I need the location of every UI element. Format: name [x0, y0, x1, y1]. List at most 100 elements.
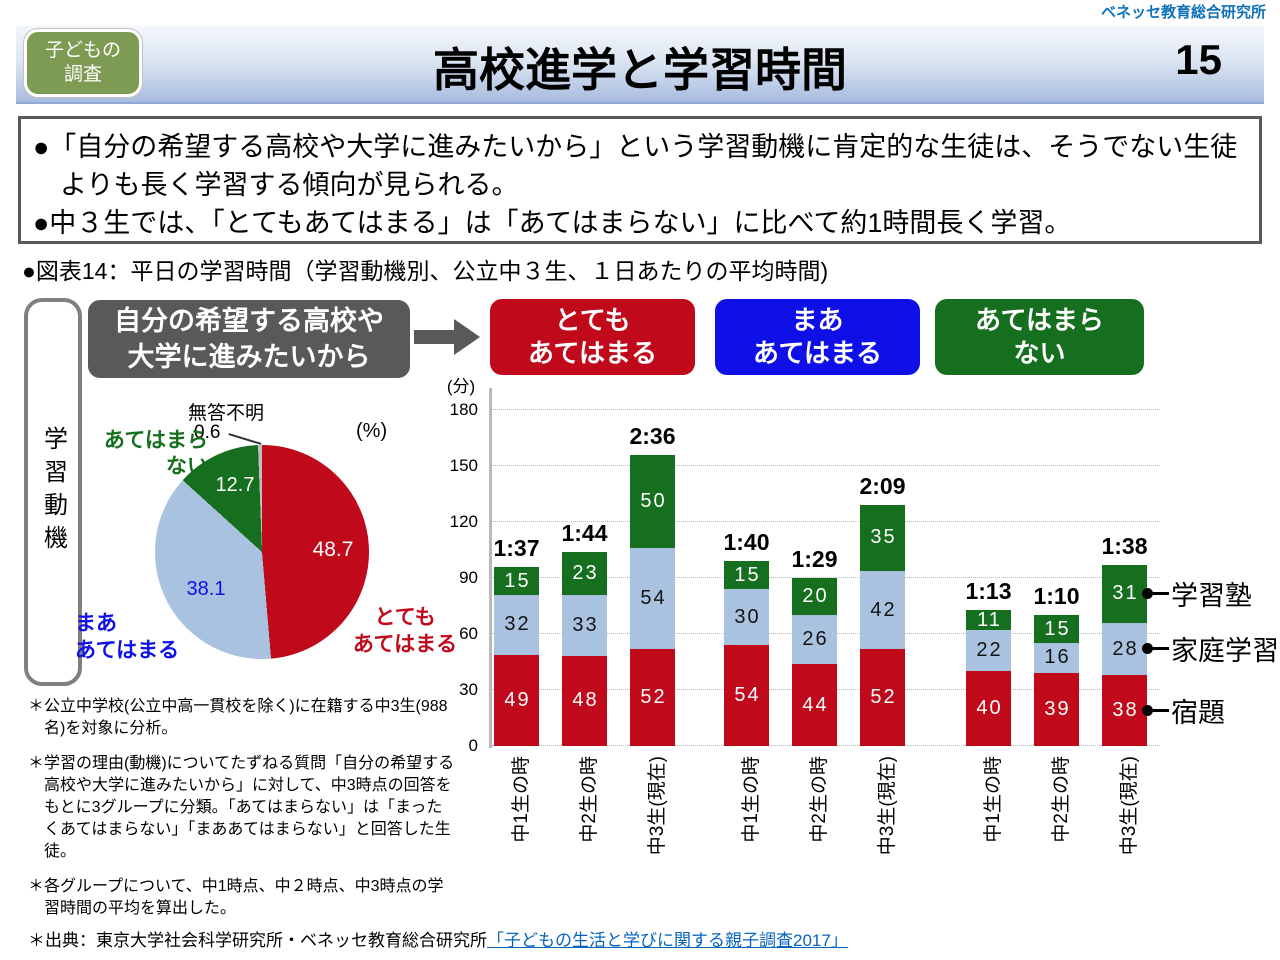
bar-total-label: 1:10: [1033, 583, 1080, 610]
gridline: [492, 577, 1160, 578]
bar-value-label: 40: [976, 697, 1003, 720]
bar-segment-宿題: [792, 663, 837, 746]
bar-value-label: 16: [1044, 646, 1071, 669]
bar-value-label: 44: [802, 693, 829, 716]
bar-total-label: 1:13: [965, 577, 1012, 604]
bar-category-label: 中1生の時: [740, 756, 762, 843]
bar-value-label: 38: [1112, 699, 1139, 722]
bar-segment-家庭学習: [630, 548, 675, 649]
bar-segment-学習塾: [630, 454, 675, 549]
bar-segment-宿題: [1034, 673, 1079, 746]
legend-dot-icon: [1142, 704, 1153, 716]
bar-value-label: 30: [734, 606, 761, 629]
bar-value-label: 26: [802, 628, 829, 651]
bar-value-label: 52: [640, 685, 667, 708]
bar-segment-宿題: [860, 648, 905, 746]
bar-segment-宿題: [494, 654, 539, 746]
summary-bullet-1: ●「自分の希望する高校や大学に進みたいから」という学習動機に肯定的な生徒は、そう…: [33, 132, 1238, 200]
bar-total-label: 1:40: [723, 529, 770, 556]
bar-value-label: 48: [572, 689, 599, 712]
legend-label-katei: 家庭学習: [1171, 635, 1279, 666]
bar-segment-学習塾: [494, 566, 539, 595]
pie-label-mutou: 無答不明: [188, 403, 265, 424]
bar-segment-家庭学習: [792, 615, 837, 664]
pie-label-atehamaranai: あてはまら ない: [103, 429, 208, 478]
bar-value-label: 54: [734, 684, 761, 707]
footnotes: ＊公立中学校(公立中高一貫校を除く)に在籍する中3生(988名)を対象に分析。 …: [28, 696, 456, 933]
bar-total-label: 1:37: [493, 534, 540, 561]
pie-label-totemo: とても あてはまる: [352, 606, 458, 656]
pie-value-atehamaranai: 12.7: [215, 474, 255, 496]
bar-segment-学習塾: [792, 578, 837, 616]
pie-label-maa: まあ あてはまる: [75, 612, 180, 662]
legend-connector: [1153, 591, 1169, 595]
bar-category-label: 中3生(現在): [1118, 756, 1140, 856]
bar-category-label: 中3生(現在): [876, 756, 898, 856]
source-link[interactable]: 「子どもの生活と学びに関する親子調査2017」: [487, 931, 848, 950]
bar-segment-家庭学習: [562, 594, 607, 657]
gridline: [492, 409, 1160, 410]
y-tick-label: 180: [449, 400, 478, 419]
brand-text: ベネッセ教育総合研究所: [1100, 4, 1266, 21]
pie-chart-area: 無答不明 0.6 (%) あてはまら ない 12.7 48.7 38.1 まあ …: [70, 398, 490, 690]
bar-category-label: 中1生の時: [510, 756, 532, 843]
right-arrow-icon: [414, 319, 480, 355]
footnote-3: ＊各グループについて、中1時点、中２時点、中3時点の学習時間の平均を算出した。: [28, 878, 444, 917]
bar-value-label: 50: [640, 489, 667, 512]
legend-item-shukudai: 宿題: [1142, 694, 1225, 728]
source-line: ＊出典：東京大学社会科学研究所・ベネッセ教育総合研究所「子どもの生活と学びに関す…: [28, 926, 848, 951]
bar-segment-家庭学習: [1102, 622, 1147, 676]
bar-value-label: 28: [1112, 637, 1139, 660]
bar-segment-宿題: [630, 648, 675, 746]
source-prefix: ＊出典：東京大学社会科学研究所・ベネッセ教育総合研究所: [28, 931, 487, 950]
bar-category-label: 中3生(現在): [646, 756, 668, 856]
survey-badge: 子どもの 調査: [24, 29, 142, 97]
group-chip-maa: まあ あてはまる: [715, 299, 920, 375]
gridline: [492, 465, 1160, 466]
bar-segment-学習塾: [1102, 564, 1147, 623]
y-tick-label: 30: [459, 680, 478, 699]
bar-segment-学習塾: [724, 561, 769, 590]
bar-category-label: 中2生の時: [1050, 756, 1072, 843]
summary-box: ●「自分の希望する高校や大学に進みたいから」という学習動機に肯定的な生徒は、そう…: [18, 116, 1262, 244]
bar-total-label: 1:29: [791, 546, 838, 572]
pie-value-totemo: 48.7: [312, 538, 354, 561]
bar-value-label: 15: [504, 569, 531, 592]
legend-label-juku: 学習塾: [1171, 580, 1252, 611]
bar-value-label: 20: [802, 585, 829, 607]
figure-caption: ●図表14：平日の学習時間（学習動機別、公立中３生、１日あたりの平均時間): [22, 258, 829, 284]
bar-segment-学習塾: [860, 505, 905, 571]
group-chip-atehamaranai: あてはまら ない: [935, 299, 1144, 375]
y-tick-label: 90: [459, 568, 478, 587]
bar-value-label: 15: [734, 564, 761, 587]
bar-segment-学習塾: [562, 551, 607, 595]
arrow-head: [454, 319, 480, 355]
y-tick-label: 0: [468, 736, 478, 755]
legend-item-katei: 家庭学習: [1142, 632, 1279, 666]
legend-connector: [1153, 646, 1169, 650]
footnote-2: ＊学習の理由(動機)についてたずねる質問「自分の希望する高校や大学に進みたいから…: [28, 755, 455, 860]
legend-label-shukudai: 宿題: [1171, 697, 1225, 728]
bar-segment-学習塾: [966, 609, 1011, 631]
motivation-vertical-label: 学習動機: [39, 426, 67, 558]
pie-value-mutou: 0.6: [194, 422, 221, 443]
bar-category-label: 中2生の時: [578, 756, 600, 843]
bar-value-label: 52: [870, 685, 897, 708]
bar-value-label: 39: [1044, 698, 1071, 721]
bar-value-label: 42: [870, 598, 897, 621]
bar-segment-宿題: [724, 645, 769, 746]
bar-value-label: 22: [976, 639, 1003, 662]
question-box: 自分の希望する高校や 大学に進みたいから: [88, 300, 410, 378]
bar-category-label: 中2生の時: [808, 756, 830, 843]
bar-value-label: 31: [1112, 581, 1139, 604]
legend-dot-icon: [1142, 587, 1153, 599]
bar-value-label: 15: [1044, 618, 1071, 641]
bar-segment-学習塾: [1034, 615, 1079, 644]
bar-segment-宿題: [562, 656, 607, 746]
bar-total-label: 1:38: [1101, 532, 1148, 559]
bar-value-label: 11: [977, 608, 1002, 631]
y-axis-line: [489, 388, 492, 748]
bar-segment-家庭学習: [860, 570, 905, 649]
y-tick-label: 60: [459, 624, 478, 643]
bar-value-label: 32: [504, 612, 531, 635]
